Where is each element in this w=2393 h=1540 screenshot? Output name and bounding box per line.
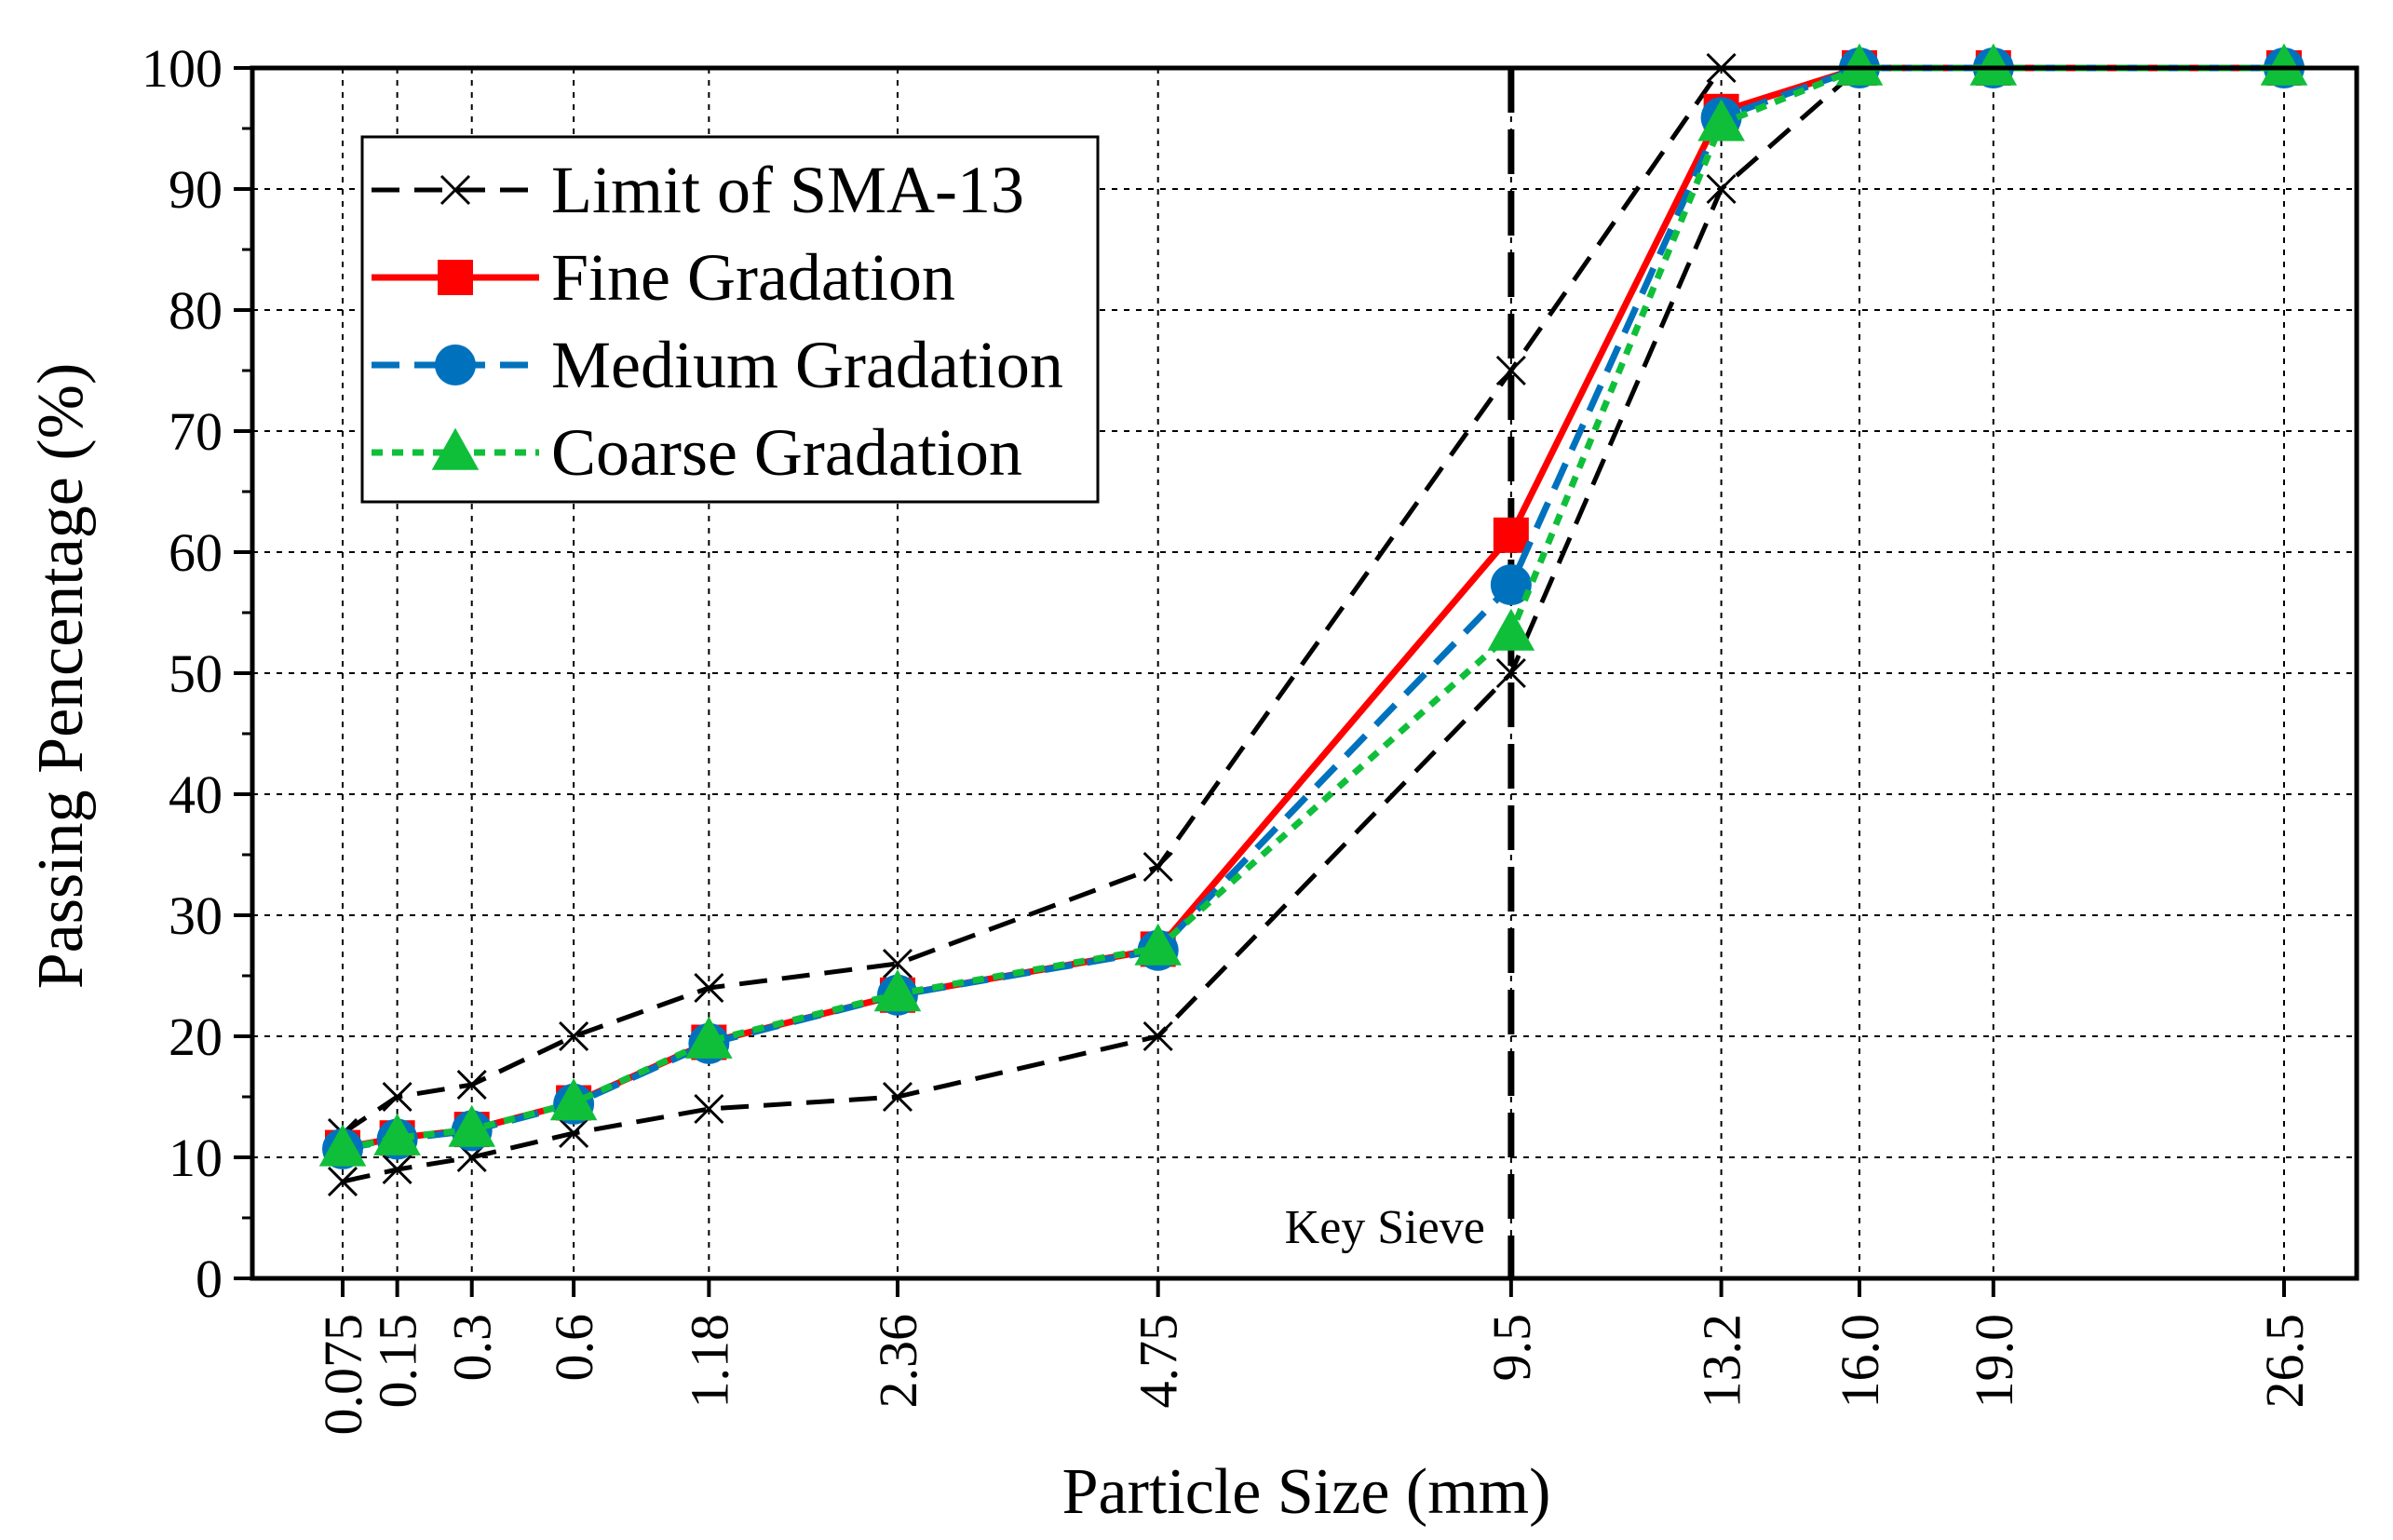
x-marker	[382, 1081, 412, 1113]
x-marker	[1495, 657, 1526, 689]
x-tick-label: 9.5	[1481, 1314, 1542, 1382]
x-tick-label: 0.3	[442, 1314, 503, 1382]
triangle-marker	[448, 1104, 496, 1147]
x-marker-stroke	[1495, 657, 1526, 689]
x-tick-label: 0.075	[313, 1314, 373, 1436]
x-marker-stroke	[882, 1081, 913, 1113]
y-tick-label: 70	[169, 401, 223, 462]
x-marker-stroke	[882, 948, 913, 979]
key-sieve-marker: Key Sieve	[1285, 68, 1515, 1278]
triangle-marker	[1835, 43, 1884, 86]
legend-box	[360, 135, 1100, 504]
x-tick-label: 0.15	[368, 1314, 428, 1409]
x-tick-label: 16.0	[1830, 1314, 1890, 1409]
y-tick-label: 60	[169, 522, 223, 583]
triangle-marker	[1969, 43, 2018, 86]
x-marker-stroke	[694, 1093, 724, 1125]
x-tick-label: 0.6	[544, 1314, 604, 1382]
legend: Limit of SMA-13 Fine Gradation Medium Grad…	[360, 135, 1100, 504]
x-marker	[882, 1081, 913, 1113]
x-marker-stroke	[1142, 1020, 1173, 1052]
x-marker-stroke	[1495, 355, 1526, 386]
x-marker	[694, 1093, 724, 1125]
x-marker-stroke	[559, 1117, 589, 1149]
y-tick-label: 100	[142, 38, 223, 99]
x-marker-stroke	[382, 1081, 412, 1113]
x-marker-stroke	[382, 1154, 412, 1185]
legend-entry: Fine Gradation	[372, 240, 955, 315]
x-marker	[327, 1166, 358, 1197]
square-marker	[1493, 517, 1529, 553]
y-tick-label: 80	[169, 280, 223, 341]
triangle-marker	[1134, 923, 1182, 966]
triangle-marker	[873, 969, 922, 1012]
triangle-marker	[549, 1078, 598, 1121]
x-marker	[382, 1154, 412, 1185]
square-marker	[438, 260, 473, 295]
x-marker	[559, 1020, 589, 1052]
x-tick-label: 13.2	[1692, 1314, 1752, 1409]
x-marker	[456, 1069, 487, 1101]
triangle-marker	[1697, 99, 1745, 142]
series-line	[341, 65, 2284, 1136]
x-marker	[1495, 355, 1526, 386]
legend-label: Fine Gradation	[551, 240, 955, 315]
x-marker	[1142, 1020, 1173, 1052]
circle-marker	[435, 344, 476, 385]
legend-entry: Coarse Gradation	[372, 415, 1022, 490]
x-marker-stroke	[694, 972, 724, 1004]
x-marker	[882, 948, 913, 979]
x-marker-stroke	[1706, 173, 1737, 205]
x-marker-stroke	[439, 174, 471, 206]
legend-entry: Medium Gradation	[372, 328, 1063, 402]
x-marker-stroke	[456, 1069, 487, 1101]
x-marker	[559, 1117, 589, 1149]
x-marker-stroke	[559, 1020, 589, 1052]
x-marker-stroke	[327, 1166, 358, 1197]
x-tick-label: 2.36	[868, 1314, 928, 1409]
legend-label: Limit of SMA-13	[551, 153, 1024, 227]
y-tick-label: 50	[169, 643, 223, 704]
y-tick-label: 0	[196, 1249, 223, 1309]
legend-label: Medium Gradation	[551, 328, 1063, 402]
x-marker-stroke	[1142, 851, 1173, 883]
y-tick-label: 90	[169, 159, 223, 220]
y-axis-title: Passing Pencentage (%)	[25, 363, 97, 990]
triangle-marker	[431, 427, 480, 470]
x-marker	[1706, 173, 1737, 205]
circle-marker	[1490, 564, 1532, 606]
legend-entry: Limit of SMA-13	[372, 153, 1024, 227]
x-tick-label: 26.5	[2254, 1314, 2315, 1409]
triangle-marker	[1487, 608, 1535, 651]
y-tick-label: 40	[169, 764, 223, 825]
triangle-marker	[685, 1016, 733, 1059]
key-sieve-label: Key Sieve	[1285, 1201, 1485, 1254]
x-marker	[439, 174, 471, 206]
y-tick-label: 30	[169, 885, 223, 946]
x-tick-label: 19.0	[1964, 1314, 2024, 1409]
x-axis-title: Particle Size (mm)	[1062, 1456, 1551, 1528]
triangle-marker	[318, 1124, 367, 1167]
legend-label: Coarse Gradation	[551, 415, 1022, 490]
triangle-marker	[373, 1113, 421, 1155]
x-tick-label: 1.18	[679, 1314, 739, 1409]
x-marker	[694, 972, 724, 1004]
x-marker	[1142, 851, 1173, 883]
x-tick-label: 4.75	[1129, 1314, 1189, 1409]
triangle-marker	[2260, 43, 2308, 86]
y-tick-label: 10	[169, 1128, 223, 1188]
y-tick-label: 20	[169, 1006, 223, 1067]
